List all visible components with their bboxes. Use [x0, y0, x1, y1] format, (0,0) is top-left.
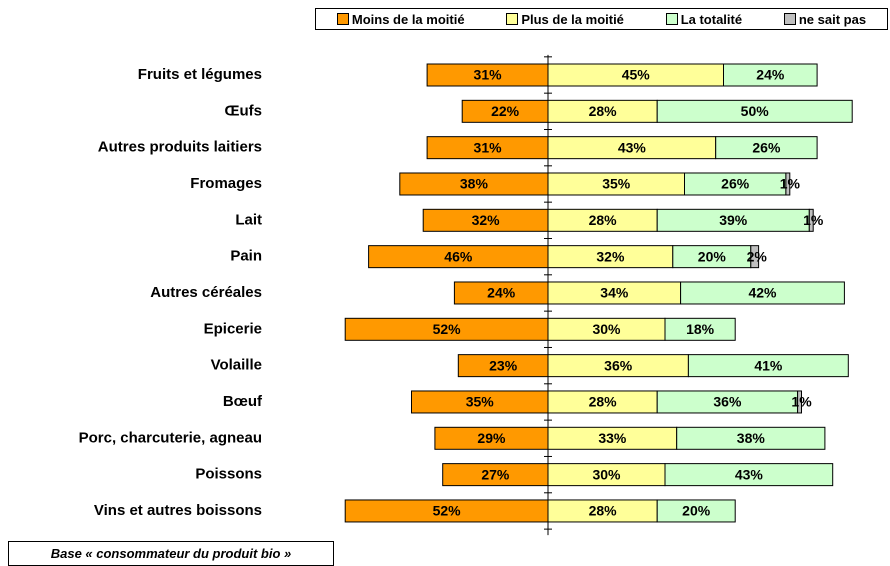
value-label: 45% — [622, 67, 651, 83]
category-label: Epicerie — [204, 320, 262, 337]
bar-segment — [808, 208, 814, 232]
legend-label: Moins de la moitié — [351, 11, 465, 27]
value-label: 24% — [756, 67, 785, 83]
value-label: 30% — [592, 321, 621, 337]
value-label: 32% — [596, 248, 625, 264]
value-label: 22% — [491, 103, 520, 119]
value-label: 33% — [598, 430, 627, 446]
value-label: 35% — [466, 394, 495, 410]
value-label: 28% — [589, 103, 618, 119]
bar-segment — [664, 317, 736, 341]
value-label: 42% — [748, 285, 777, 301]
value-label: 52% — [433, 503, 462, 519]
value-label: 1% — [791, 394, 812, 410]
value-label: 1% — [803, 212, 824, 228]
legend-label: ne sait pas — [798, 11, 867, 27]
value-label: 38% — [460, 176, 489, 192]
value-label: 46% — [444, 248, 473, 264]
legend-swatch — [506, 13, 519, 25]
category-label: Vins et autres boissons — [94, 502, 262, 519]
bar-segment — [785, 172, 791, 196]
value-label: 26% — [752, 139, 781, 155]
legend-swatch — [665, 13, 678, 25]
value-label: 24% — [487, 285, 516, 301]
value-label: 31% — [474, 139, 503, 155]
legend-swatch — [336, 13, 349, 25]
legend-swatch — [783, 13, 796, 25]
legend-label: Plus de la moitié — [521, 11, 624, 27]
value-label: 31% — [474, 67, 503, 83]
category-label: Volaille — [211, 357, 262, 374]
value-label: 39% — [719, 212, 748, 228]
legend: Moins de la moitié Plus de la moitié La to… — [315, 8, 888, 30]
value-label: 50% — [741, 103, 770, 119]
value-label: 38% — [737, 430, 766, 446]
category-label: Bœuf — [223, 393, 263, 410]
category-label: Poissons — [195, 466, 262, 483]
category-label: Porc, charcuterie, agneau — [79, 429, 262, 446]
category-label: Autres produits laitiers — [98, 139, 262, 156]
value-label: 41% — [754, 357, 783, 373]
bar-segment — [750, 245, 760, 269]
value-label: 1% — [780, 176, 801, 192]
value-label: 28% — [589, 394, 618, 410]
bar-segment — [797, 390, 802, 414]
category-label: Pain — [230, 248, 262, 265]
legend-item: La totalité — [665, 11, 743, 27]
value-label: 30% — [592, 466, 621, 482]
value-label: 20% — [682, 503, 711, 519]
value-label: 43% — [618, 139, 647, 155]
category-label: Autres céréales — [150, 284, 262, 301]
value-label: 20% — [698, 248, 727, 264]
value-label: 28% — [589, 503, 618, 519]
legend-item: Moins de la moitié — [336, 11, 465, 27]
bar-segment — [656, 99, 853, 123]
value-label: 35% — [602, 176, 631, 192]
value-label: 27% — [481, 466, 510, 482]
value-label: 2% — [747, 248, 768, 264]
bar-segment — [687, 354, 849, 378]
value-label: 32% — [472, 212, 501, 228]
legend-item: Plus de la moitié — [506, 12, 624, 27]
bar-segment — [656, 499, 736, 523]
legend-item: ne sait pas — [783, 11, 867, 27]
footnote: Base « consommateur du produit bio » — [8, 541, 334, 566]
value-label: 29% — [477, 430, 506, 446]
value-label: 52% — [433, 321, 462, 337]
bar-segment — [676, 426, 826, 450]
category-label: Œufs — [225, 102, 263, 119]
value-label: 26% — [721, 176, 750, 192]
bar-segment — [723, 63, 818, 87]
category-label: Fruits et légumes — [138, 66, 262, 83]
category-label: Fromages — [190, 175, 262, 192]
bar-segment — [664, 463, 834, 487]
value-label: 23% — [489, 357, 518, 373]
bar-segment — [715, 136, 818, 160]
value-label: 34% — [600, 285, 629, 301]
value-label: 36% — [713, 394, 742, 410]
value-label: 43% — [735, 466, 764, 482]
value-label: 28% — [589, 212, 618, 228]
category-label: Lait — [235, 211, 262, 228]
value-label: 18% — [686, 321, 715, 337]
bar-segment — [680, 281, 845, 305]
value-label: 36% — [604, 357, 633, 373]
legend-label: La totalité — [680, 11, 743, 27]
